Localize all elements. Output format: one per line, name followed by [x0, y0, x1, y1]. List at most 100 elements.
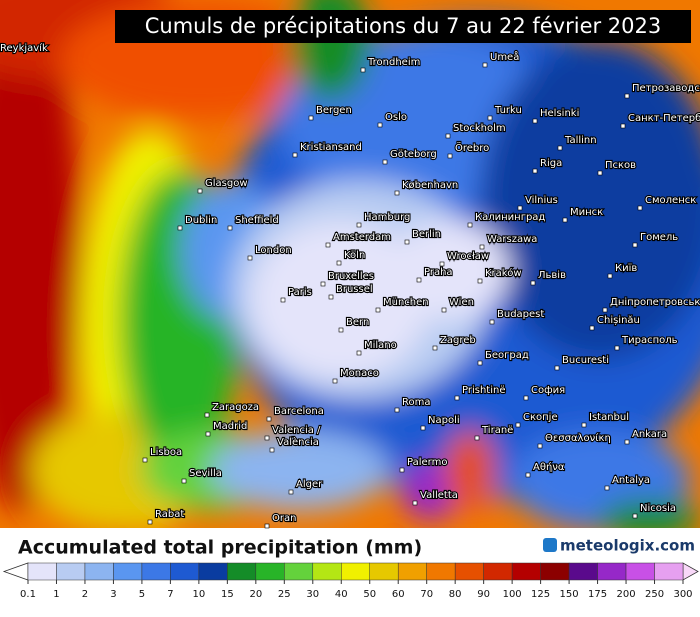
city-marker: [416, 277, 422, 283]
city-label: Göteborg: [390, 149, 437, 160]
colorbar-label: 90: [477, 589, 490, 600]
city-marker: [360, 67, 366, 73]
colorbar-label: 5: [139, 589, 145, 600]
city-marker: [356, 350, 362, 356]
city-label: Chișinău: [597, 315, 640, 326]
city-label: Дніпропетровськ: [610, 296, 700, 308]
city-marker: [375, 307, 381, 313]
city-marker: [328, 294, 334, 300]
city-label: Wien: [449, 297, 474, 308]
city-label: Umeå: [490, 50, 519, 63]
city-label: Monaco: [340, 368, 379, 379]
city-label: Palermo: [407, 457, 447, 468]
city-label: Kristiansand: [300, 142, 362, 153]
city-marker: [292, 152, 298, 158]
city-marker: [632, 242, 638, 248]
city-marker: [479, 244, 485, 250]
city-label: Dublin: [185, 215, 217, 226]
city-marker: [320, 281, 326, 287]
city-label: Львів: [538, 269, 566, 281]
colorbar-segment: [255, 562, 285, 581]
colorbar-label: 150: [560, 589, 579, 600]
colorbar-segment: [170, 562, 200, 581]
city-label: Lisboa: [150, 447, 182, 458]
colorbar-label: 300: [673, 589, 692, 600]
city-label: Минск: [570, 207, 603, 218]
colorbar-segment: [27, 562, 57, 581]
colorbar-label: 250: [645, 589, 664, 600]
colorbar-segment: [312, 562, 342, 581]
city-label: Oran: [272, 513, 296, 524]
city-marker: [336, 260, 342, 266]
colorbar-segment: [56, 562, 86, 581]
city-marker: [589, 325, 595, 331]
city-label: Köln: [344, 250, 365, 261]
city-marker: [482, 62, 488, 68]
city-labels: Reykjavík Trondheim Umeå Петрозаводск Bergen…: [0, 41, 700, 529]
city-marker: [332, 378, 338, 384]
city-label: Helsinki: [540, 108, 579, 119]
colorbar-label: 2: [82, 589, 88, 600]
colorbar-segment: [284, 562, 314, 581]
city-marker: [394, 190, 400, 196]
city-label: València: [277, 436, 319, 448]
city-marker: [517, 205, 523, 211]
city-marker: [147, 519, 153, 525]
colorbar-label: 3: [110, 589, 116, 600]
city-marker: [204, 412, 210, 418]
city-label: Wrocław: [447, 251, 489, 262]
city-label: Stockholm: [453, 123, 506, 134]
city-marker: [382, 159, 388, 165]
title: Cumuls de précipitations du 7 au 22 févr…: [145, 14, 662, 38]
city-label: Bern: [346, 317, 369, 328]
city-marker: [420, 425, 426, 431]
city-marker: [477, 278, 483, 284]
city-marker: [227, 225, 233, 231]
city-label: Тирасполь: [621, 335, 678, 346]
city-marker: [177, 225, 183, 231]
colorbar-segment: [625, 562, 655, 581]
city-label: Örebro: [455, 141, 489, 154]
city-marker: [614, 345, 620, 351]
colorbar-label: 175: [588, 589, 607, 600]
city-marker: [624, 439, 630, 445]
colorbar-label: 100: [503, 589, 522, 600]
city-label: Hamburg: [364, 212, 410, 223]
city-label: Trondheim: [367, 57, 420, 68]
city-label: Milano: [364, 340, 397, 351]
city-label: Петрозаводск: [632, 83, 700, 94]
city-label: Αθήνα: [533, 461, 565, 473]
city-label: Bruxelles: [328, 271, 374, 282]
city-label: Glasgow: [205, 178, 248, 189]
city-marker: [604, 485, 610, 491]
colorbar-segment: [426, 562, 456, 581]
city-marker: [142, 457, 148, 463]
city-label: Valletta: [420, 490, 458, 501]
city-marker: [269, 447, 275, 453]
colorbar-label: 20: [249, 589, 262, 600]
city-marker: [247, 255, 253, 261]
colorbar-label: 80: [449, 589, 462, 600]
city-marker: [404, 239, 410, 245]
city-marker: [557, 145, 563, 151]
city-marker: [487, 115, 493, 121]
city-label: Paris: [288, 287, 312, 298]
legend-title: Accumulated total precipitation (mm): [18, 537, 422, 559]
city-marker: [602, 307, 608, 313]
city-label: København: [402, 180, 458, 191]
city-label: Amsterdam: [333, 232, 391, 243]
city-marker: [523, 395, 529, 401]
city-label: Prishtinë: [462, 385, 505, 396]
city-label: Калининград: [475, 212, 545, 223]
colorbar-segment: [654, 562, 684, 581]
title-box: [115, 10, 691, 43]
colorbar-label: 1: [53, 589, 59, 600]
colorbar-label: 25: [278, 589, 291, 600]
city-label: Zaragoza: [212, 402, 259, 413]
city-marker: [474, 435, 480, 441]
colorbar-segment: [198, 562, 228, 581]
city-marker: [632, 513, 638, 519]
city-marker: [530, 280, 536, 286]
city-label: London: [255, 245, 292, 256]
